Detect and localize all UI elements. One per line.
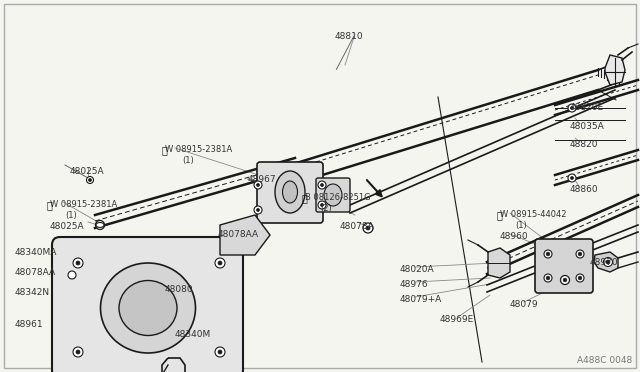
Text: W 08915-2381A: W 08915-2381A (50, 200, 117, 209)
Ellipse shape (119, 280, 177, 336)
Ellipse shape (282, 181, 298, 203)
Text: 48078AA: 48078AA (218, 230, 259, 239)
Polygon shape (594, 252, 618, 272)
Text: 48961: 48961 (15, 320, 44, 329)
Circle shape (76, 350, 80, 354)
Circle shape (570, 106, 573, 109)
Circle shape (570, 176, 573, 180)
Text: 48342N: 48342N (15, 288, 50, 297)
Text: 48810: 48810 (335, 32, 364, 41)
Circle shape (318, 201, 326, 209)
Circle shape (215, 347, 225, 357)
Circle shape (318, 181, 326, 189)
Ellipse shape (96, 222, 104, 228)
Text: 48820E: 48820E (570, 103, 604, 112)
Polygon shape (488, 248, 510, 278)
Text: Ⓑ: Ⓑ (302, 193, 308, 203)
Text: 48035A: 48035A (570, 122, 605, 131)
Circle shape (257, 208, 259, 212)
Circle shape (606, 260, 610, 264)
Circle shape (257, 183, 259, 186)
Text: 48820: 48820 (570, 140, 598, 149)
Polygon shape (605, 55, 625, 85)
Circle shape (578, 276, 582, 280)
Circle shape (576, 250, 584, 258)
Ellipse shape (324, 184, 342, 206)
Text: Ⓦ: Ⓦ (162, 145, 168, 155)
Circle shape (578, 252, 582, 256)
Circle shape (73, 258, 83, 268)
Circle shape (544, 250, 552, 258)
Text: 48860: 48860 (570, 185, 598, 194)
Text: 48340MA: 48340MA (15, 248, 58, 257)
Circle shape (95, 221, 104, 230)
Circle shape (76, 261, 80, 265)
Text: Ⓦ: Ⓦ (497, 210, 503, 220)
Circle shape (254, 181, 262, 189)
Circle shape (576, 274, 584, 282)
Text: 48967: 48967 (248, 175, 276, 184)
Text: (1): (1) (182, 156, 194, 165)
Circle shape (88, 179, 92, 182)
Circle shape (254, 206, 262, 214)
Text: W 08915-2381A: W 08915-2381A (165, 145, 232, 154)
FancyBboxPatch shape (257, 162, 323, 223)
Text: 48960: 48960 (500, 232, 529, 241)
Text: 48078AA: 48078AA (15, 268, 56, 277)
Circle shape (321, 183, 323, 186)
Text: 48078A: 48078A (340, 222, 375, 231)
Text: (1): (1) (515, 221, 527, 230)
Text: Ⓦ: Ⓦ (47, 200, 53, 210)
Text: 48969E: 48969E (440, 315, 474, 324)
Text: 48025A: 48025A (70, 167, 104, 176)
Circle shape (86, 176, 93, 183)
Circle shape (546, 252, 550, 256)
Text: 48079+A: 48079+A (400, 295, 442, 304)
Circle shape (561, 276, 570, 285)
Circle shape (568, 174, 576, 182)
Text: 48079: 48079 (510, 300, 539, 309)
Text: 48340M: 48340M (175, 330, 211, 339)
Circle shape (604, 257, 612, 266)
Text: (1): (1) (65, 211, 77, 220)
Ellipse shape (100, 263, 195, 353)
Text: 48970: 48970 (590, 258, 619, 267)
Polygon shape (220, 215, 270, 255)
Circle shape (218, 350, 222, 354)
Circle shape (546, 276, 550, 280)
Circle shape (563, 278, 567, 282)
Circle shape (544, 274, 552, 282)
Text: 48080: 48080 (165, 285, 194, 294)
Text: B 08126-8251G: B 08126-8251G (305, 193, 371, 202)
Circle shape (215, 258, 225, 268)
Text: 48020A: 48020A (400, 265, 435, 274)
Circle shape (363, 223, 373, 233)
Text: W 08915-44042: W 08915-44042 (500, 210, 566, 219)
Circle shape (218, 261, 222, 265)
Text: A488C 0048: A488C 0048 (577, 356, 632, 365)
Circle shape (73, 347, 83, 357)
Ellipse shape (275, 171, 305, 213)
Text: 48025A: 48025A (50, 222, 84, 231)
Text: (2): (2) (320, 204, 332, 213)
FancyBboxPatch shape (52, 237, 243, 372)
Circle shape (68, 271, 76, 279)
Circle shape (366, 226, 370, 230)
Circle shape (568, 104, 576, 112)
Circle shape (321, 203, 323, 206)
Text: 48976: 48976 (400, 280, 429, 289)
FancyBboxPatch shape (316, 178, 350, 212)
FancyBboxPatch shape (535, 239, 593, 293)
